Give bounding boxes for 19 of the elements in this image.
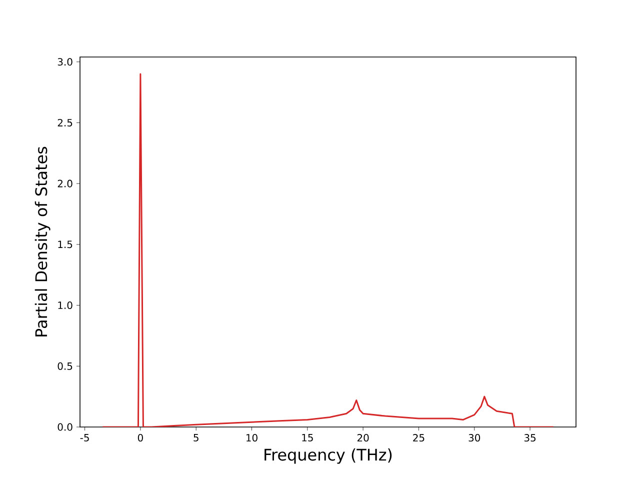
y-tick-label: 2.5 xyxy=(58,118,72,126)
y-axis-title: Partial Density of States xyxy=(34,146,50,336)
x-tick-label: 20 xyxy=(357,434,369,442)
x-tick-label: 25 xyxy=(413,434,424,442)
line-series xyxy=(102,73,554,427)
x-tick-label: 30 xyxy=(468,434,480,442)
x-tick-label: 35 xyxy=(524,434,536,442)
y-tick-label: 1.5 xyxy=(58,240,72,248)
x-tick-label: -5 xyxy=(80,434,89,442)
y-tick-label: 0.0 xyxy=(58,423,72,431)
y-tick-label: 3.0 xyxy=(58,58,72,66)
y-tick-label: 1.0 xyxy=(58,302,72,310)
x-axis-title: Frequency (THz) xyxy=(264,448,392,464)
x-tick-label: 10 xyxy=(246,434,258,442)
x-tick-label: 15 xyxy=(302,434,313,442)
y-tick-label: 0.5 xyxy=(58,362,72,370)
x-tick-label: 5 xyxy=(194,434,198,442)
y-tick-label: 2.0 xyxy=(58,180,72,188)
x-tick-label: 0 xyxy=(138,434,143,442)
